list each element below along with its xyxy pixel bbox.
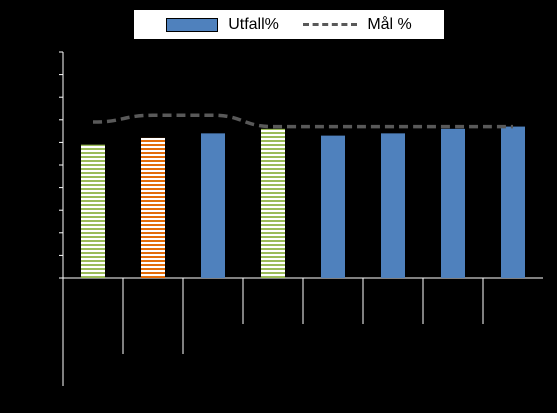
legend-label-mal: Mål % bbox=[367, 15, 412, 33]
legend-swatch-bar bbox=[166, 17, 219, 32]
bar-6 bbox=[441, 128, 465, 278]
legend-swatch-line bbox=[303, 23, 358, 26]
bar-5 bbox=[381, 133, 405, 278]
bar-2 bbox=[201, 133, 225, 278]
target-line bbox=[92, 113, 513, 129]
legend-item-mal: Mål % bbox=[303, 15, 412, 34]
bar-1 bbox=[141, 137, 165, 278]
bar-7 bbox=[501, 126, 525, 278]
bar-4 bbox=[321, 135, 345, 278]
bar-3 bbox=[261, 128, 285, 278]
legend-label-utfall: Utfall% bbox=[228, 15, 279, 33]
bar-0 bbox=[81, 144, 105, 278]
legend: Utfall% Mål % bbox=[134, 10, 444, 39]
legend-item-utfall: Utfall% bbox=[166, 16, 279, 34]
